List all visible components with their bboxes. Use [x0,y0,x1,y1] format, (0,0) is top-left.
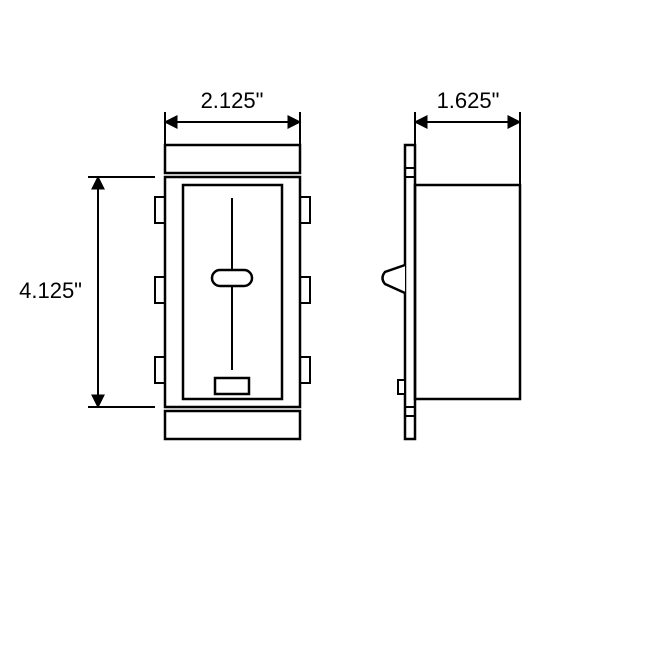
technical-drawing: 2.125" 1.625" 4.125" [0,0,650,650]
dim-depth-label: 1.625" [437,88,500,113]
dim-height-label: 4.125" [19,278,82,303]
front-right-tabs [300,197,310,383]
side-faceplate [405,145,415,439]
front-top-cap [165,145,300,173]
front-left-tabs [155,197,165,383]
front-button [215,378,249,394]
dimensions: 2.125" 1.625" 4.125" [19,88,520,407]
side-slider-tab [383,265,406,293]
dim-width: 2.125" [165,88,300,145]
side-body [415,185,520,399]
dim-depth: 1.625" [415,88,520,185]
front-view [155,145,310,439]
side-small-tab [398,380,405,394]
slider-knob [212,270,252,286]
dim-height: 4.125" [19,177,155,407]
front-bottom-cap [165,411,300,439]
side-view [383,145,521,439]
dim-width-label: 2.125" [201,88,264,113]
